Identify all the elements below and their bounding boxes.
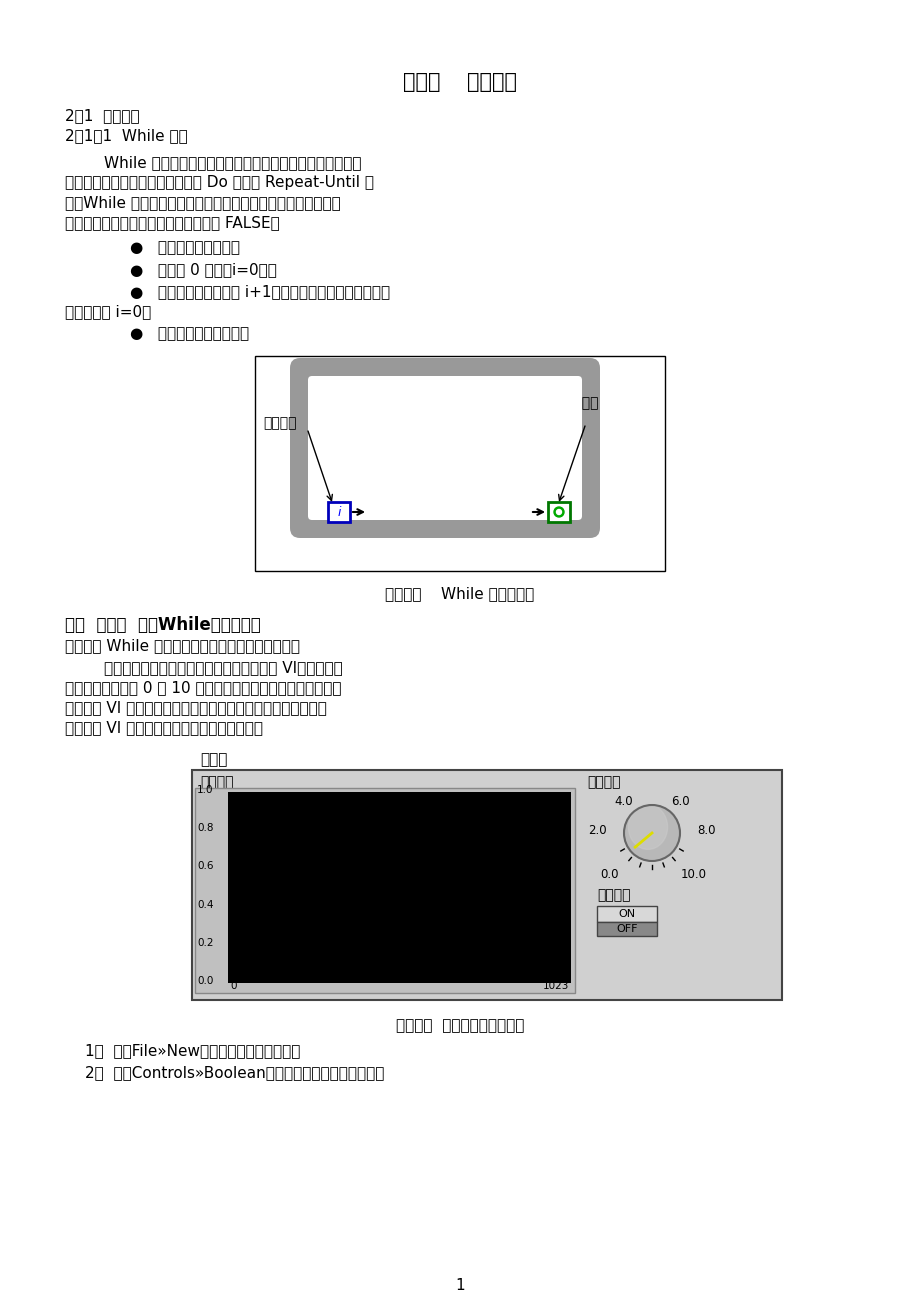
Text: ON: ON xyxy=(618,909,635,919)
Text: 随机信号: 随机信号 xyxy=(199,775,233,789)
FancyBboxPatch shape xyxy=(308,376,582,519)
Text: 2．  选择Controls»Boolean，在前面板中放置一个开关。: 2． 选择Controls»Boolean，在前面板中放置一个开关。 xyxy=(85,1065,384,1079)
Text: 环。While 循环的框图是一个大小可变的方框，用于执行框中的: 环。While 循环的框图是一个大小可变的方框，用于执行框中的 xyxy=(65,195,340,210)
Text: 0.0: 0.0 xyxy=(600,868,618,881)
Text: 一个控制旋钮可在 0 到 10 秒之间调节循环时间，还有一个开关: 一个控制旋钮可在 0 到 10 秒之间调节循环时间，还有一个开关 xyxy=(65,680,341,695)
Text: 循环变量: 循环变量 xyxy=(263,417,296,430)
Text: 条件端子: 条件端子 xyxy=(564,396,598,410)
Text: 0.0: 0.0 xyxy=(197,976,213,986)
Text: 2．1．1  While 循环: 2．1．1 While 循环 xyxy=(65,128,187,143)
Text: 可以中止 VI 的运行。学习怎样改变开关的动作属性，以便不用: 可以中止 VI 的运行。学习怎样改变开关的动作属性，以便不用 xyxy=(65,700,326,715)
Bar xyxy=(328,503,349,522)
Text: ●   该循环有如下特点：: ● 该循环有如下特点： xyxy=(130,240,240,255)
Text: 0.8: 0.8 xyxy=(197,823,213,833)
Text: 2.0: 2.0 xyxy=(587,824,606,837)
Bar xyxy=(548,503,570,522)
Text: 2．1  循环结构: 2．1 循环结构 xyxy=(65,108,140,122)
Text: 控制开关: 控制开关 xyxy=(596,888,630,902)
Text: 图２－１    While 循环示意图: 图２－１ While 循环示意图 xyxy=(385,586,534,602)
Text: 每次运行 VI 时都要打开开关。操作步骤如下：: 每次运行 VI 时都要打开开关。操作步骤如下： xyxy=(65,720,263,736)
Bar xyxy=(596,922,656,936)
Text: i: i xyxy=(337,505,340,518)
Bar xyxy=(195,788,574,993)
Circle shape xyxy=(623,805,679,861)
FancyBboxPatch shape xyxy=(289,358,599,538)
Text: 0: 0 xyxy=(230,980,236,991)
Text: 目的：用 While 循环和图表获得数据，并实时显示。: 目的：用 While 循环和图表获得数据，并实时显示。 xyxy=(65,638,300,654)
Text: 条件。它类似于普通编程语言中的 Do 循环和 Repeat-Until 循: 条件。它类似于普通编程语言中的 Do 循环和 Repeat-Until 循 xyxy=(65,174,374,190)
Text: 前面板: 前面板 xyxy=(199,753,227,767)
Text: 练习  ２－１  使用While循环和图表: 练习 ２－１ 使用While循环和图表 xyxy=(65,616,260,634)
Text: 1.0: 1.0 xyxy=(197,785,213,796)
Text: ●   计数从 0 开始（i=0）。: ● 计数从 0 开始（i=0）。 xyxy=(130,262,277,277)
Text: 8.0: 8.0 xyxy=(697,824,716,837)
Text: ●   循环至少要运行一次。: ● 循环至少要运行一次。 xyxy=(130,326,249,341)
Text: 1: 1 xyxy=(455,1279,464,1293)
Text: 程序，直到条件端子接收到的布尔值为 FALSE。: 程序，直到条件端子接收到的布尔值为 FALSE。 xyxy=(65,215,279,230)
Text: 创建一个可以产生并在图表中显示随机数的 VI。前面板有: 创建一个可以产生并在图表中显示随机数的 VI。前面板有 xyxy=(65,660,343,674)
Text: While 循环可以反复执行循环体的程序，直至到达某个边界: While 循环可以反复执行循环体的程序，直至到达某个边界 xyxy=(65,155,361,171)
Text: ●   先执行循环体，而后 i+1，如果循环只执行一次，那么: ● 先执行循环体，而后 i+1，如果循环只执行一次，那么 xyxy=(130,284,390,299)
Text: 0.4: 0.4 xyxy=(197,900,213,910)
Ellipse shape xyxy=(628,805,667,849)
Text: 图２－２  练习２－１的前面板: 图２－２ 练习２－１的前面板 xyxy=(395,1018,524,1032)
Text: 1．  选择File»New，打开一个新的前面板。: 1． 选择File»New，打开一个新的前面板。 xyxy=(85,1043,300,1059)
Circle shape xyxy=(553,506,563,517)
Text: 第二章    程序结构: 第二章 程序结构 xyxy=(403,72,516,92)
Text: 1023: 1023 xyxy=(542,980,568,991)
Text: 0.6: 0.6 xyxy=(197,862,213,871)
Circle shape xyxy=(556,509,561,514)
Bar xyxy=(228,792,571,983)
Bar xyxy=(596,906,656,922)
Text: 0.2: 0.2 xyxy=(197,937,213,948)
Text: OFF: OFF xyxy=(616,924,637,934)
Text: 6.0: 6.0 xyxy=(670,796,688,809)
Text: 4.0: 4.0 xyxy=(614,796,632,809)
Text: 循环延时: 循环延时 xyxy=(586,775,619,789)
Text: 10.0: 10.0 xyxy=(680,868,706,881)
Bar xyxy=(192,769,781,1000)
Text: 循环输出值 i=0。: 循环输出值 i=0。 xyxy=(65,303,151,319)
Bar xyxy=(255,355,664,572)
